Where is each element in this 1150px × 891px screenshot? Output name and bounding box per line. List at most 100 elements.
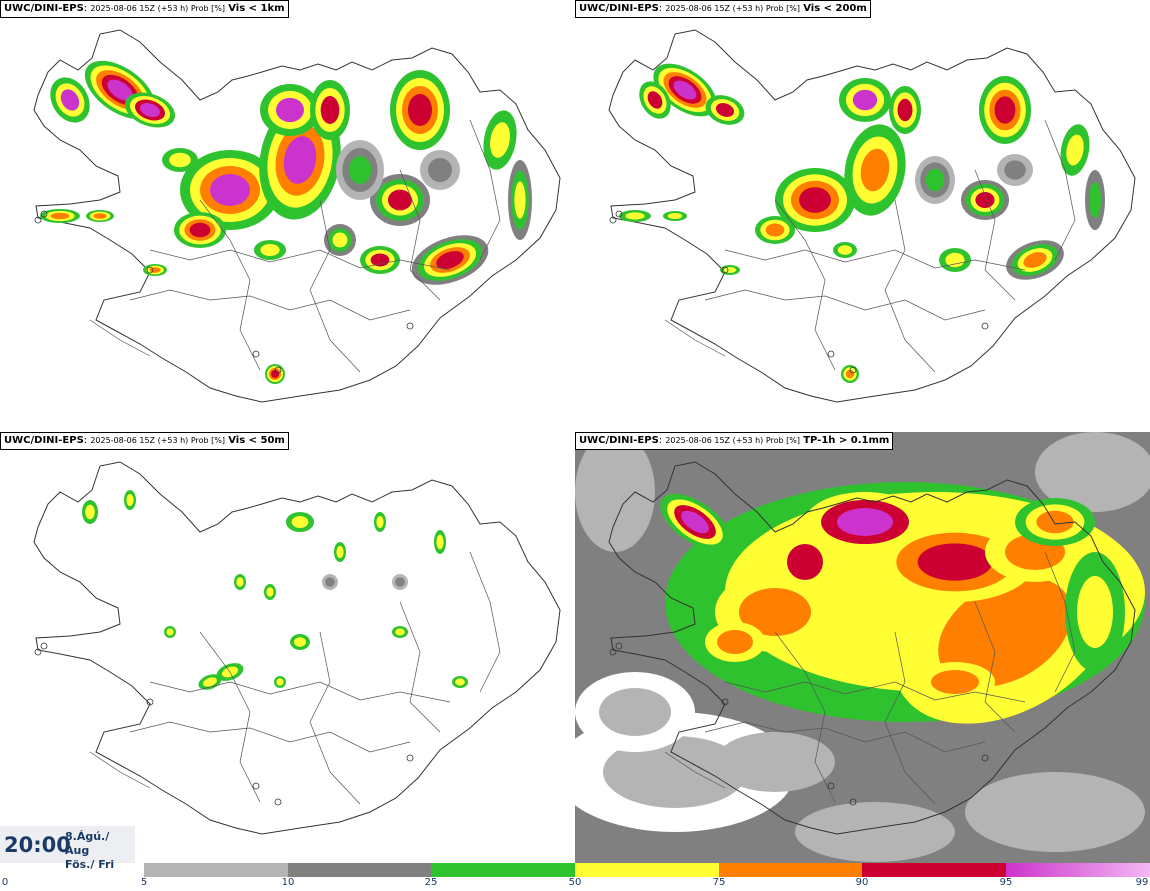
colorbar-tick-label: 95 <box>999 877 1013 888</box>
region-boundary <box>89 319 151 357</box>
region-boundary <box>884 631 936 805</box>
map-canvas <box>575 432 1150 864</box>
probability-blob <box>174 212 226 248</box>
probability-blob <box>705 95 745 125</box>
probability-contour <box>599 688 671 736</box>
region-boundary <box>469 119 501 261</box>
islet <box>981 322 989 330</box>
colorbar-segment <box>144 863 288 877</box>
probability-contour <box>917 543 993 581</box>
probability-blob <box>755 216 795 244</box>
region-boundary <box>704 721 986 753</box>
probability-contour <box>938 577 1072 687</box>
islet <box>981 754 989 762</box>
probability-blob <box>619 210 651 222</box>
colorbar-segment <box>719 863 862 877</box>
probability-blob <box>705 622 765 662</box>
colorbar-segment <box>431 863 575 877</box>
probability-contour <box>60 89 80 111</box>
probability-blob <box>392 626 408 638</box>
probability-contour <box>852 89 878 111</box>
probability-contour <box>85 504 95 520</box>
probability-contour <box>994 96 1016 124</box>
probability-blob <box>508 160 532 240</box>
probability-blob <box>40 209 80 223</box>
islet <box>252 782 260 790</box>
probability-contour <box>395 577 405 587</box>
probability-blob <box>839 78 891 122</box>
probability-contour <box>625 212 645 220</box>
region-boundary <box>1044 119 1076 261</box>
probability-blob <box>1035 432 1150 512</box>
probability-blob <box>180 150 280 230</box>
islet <box>721 266 729 274</box>
probability-contour <box>107 79 133 101</box>
probability-blob <box>663 211 687 221</box>
probability-blob <box>390 70 450 150</box>
probability-contour <box>739 588 811 636</box>
probability-contour <box>149 267 161 273</box>
probability-blob <box>434 530 446 554</box>
probability-blob <box>452 676 468 688</box>
probability-contour <box>965 772 1145 852</box>
probability-contour <box>715 732 835 792</box>
colorbar-segment <box>575 863 719 877</box>
probability-contour <box>50 212 70 220</box>
probability-contour <box>490 122 510 158</box>
colorbar-segment <box>862 863 1006 877</box>
probability-blob <box>844 124 906 216</box>
probability-blob <box>82 500 98 524</box>
probability-contour <box>1035 432 1150 512</box>
islet <box>146 698 154 706</box>
colorbar-tick-label: 5 <box>140 877 148 888</box>
probability-contour <box>271 370 279 378</box>
islet <box>34 216 42 224</box>
region-boundary <box>724 249 1026 271</box>
islet <box>146 266 154 274</box>
probability-contour <box>169 152 191 168</box>
map-panel-vis-50m: UWC/DINI-EPS: 2025-08-06 15Z (+53 h) Pro… <box>0 432 575 864</box>
probability-contour <box>1066 134 1084 166</box>
region-boundary <box>974 169 1016 301</box>
probability-blob <box>264 584 276 600</box>
probability-contour <box>673 80 697 100</box>
islet <box>827 350 835 358</box>
probability-blob <box>939 248 971 272</box>
probability-blob <box>720 265 740 275</box>
probability-contour <box>715 103 735 117</box>
islet <box>827 782 835 790</box>
probability-contour <box>291 516 309 528</box>
probability-blob <box>265 364 285 384</box>
probability-contour <box>1023 252 1047 268</box>
probability-contour <box>376 516 384 528</box>
probability-blob <box>889 86 921 134</box>
probability-contour <box>795 802 955 862</box>
region-boundary <box>129 289 411 321</box>
probability-contour <box>667 213 683 219</box>
probability-contour <box>126 494 134 506</box>
map-canvas <box>33 461 561 835</box>
probability-contour <box>436 251 464 269</box>
coastline <box>608 461 1136 835</box>
probability-contour <box>388 189 412 211</box>
probability-blob <box>795 802 955 862</box>
region-boundary <box>884 199 936 373</box>
probability-contour <box>1077 576 1113 648</box>
probability-contour <box>203 677 217 687</box>
colorbar-tick-label: 25 <box>424 877 438 888</box>
probability-contour <box>647 91 663 109</box>
colorbar-segment <box>288 863 431 877</box>
probability-contour <box>575 432 655 552</box>
region-boundary <box>974 601 1016 733</box>
probability-blob <box>254 240 286 260</box>
probability-blob <box>775 532 835 592</box>
valid-date: 8.Ágú./ Aug Fös./ Fri <box>65 830 115 871</box>
probability-blob <box>1015 498 1095 546</box>
probability-contour <box>945 252 965 268</box>
probability-blob <box>915 156 955 204</box>
probability-contour <box>860 148 890 192</box>
region-boundary <box>469 551 501 693</box>
probability-contour <box>283 136 317 184</box>
region-boundary <box>309 631 361 805</box>
islet <box>615 642 623 650</box>
